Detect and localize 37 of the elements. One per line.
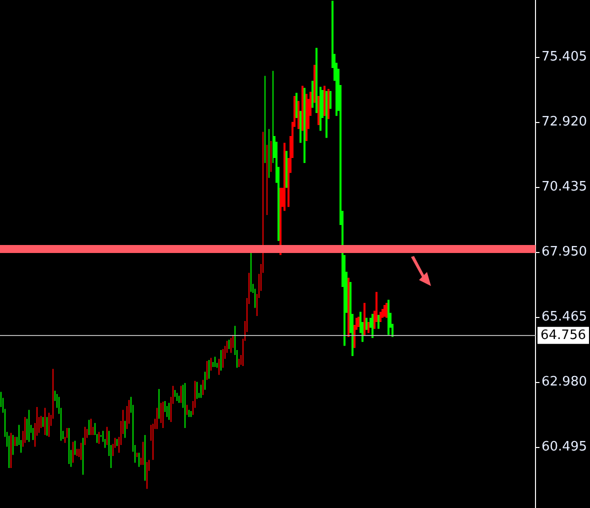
candlestick [380, 312, 382, 322]
candlestick [312, 80, 314, 108]
y-tick-label: 72.920 [542, 114, 588, 130]
candlestick [306, 94, 308, 141]
y-tick-label: 70.435 [542, 179, 588, 194]
candlestick [302, 86, 304, 131]
candlestick [330, 91, 332, 109]
y-tick-label: 75.405 [542, 49, 588, 64]
candlestick [358, 316, 360, 327]
candlestick [324, 86, 326, 116]
candlestick [348, 278, 350, 337]
candlestick [388, 300, 390, 335]
candlestick [382, 308, 384, 318]
candlestick [326, 91, 328, 138]
y-tick-label: 62.980 [542, 374, 588, 390]
candlestick [304, 88, 306, 163]
candlestick [296, 92, 298, 118]
candlestick [298, 100, 300, 129]
candlestick [378, 314, 380, 329]
candlestick [318, 96, 320, 126]
candlestick [372, 314, 374, 338]
candlestick [366, 318, 368, 330]
ref-line-label: 64.756 [540, 328, 586, 343]
candlestick [320, 86, 322, 131]
candlestick [386, 302, 388, 318]
candlestick [314, 64, 316, 103]
candlestick [328, 88, 330, 120]
y-tick-label: 67.950 [542, 244, 588, 260]
y-tick-label: 65.465 [542, 309, 588, 324]
candlestick [368, 322, 370, 333]
candlestick [384, 305, 386, 317]
candlestick [300, 110, 302, 143]
candlestick [364, 302, 366, 336]
y-tick-label: 60.495 [542, 439, 588, 454]
candlestick [316, 48, 318, 114]
candlestick [286, 150, 288, 188]
candlestick [284, 142, 286, 211]
